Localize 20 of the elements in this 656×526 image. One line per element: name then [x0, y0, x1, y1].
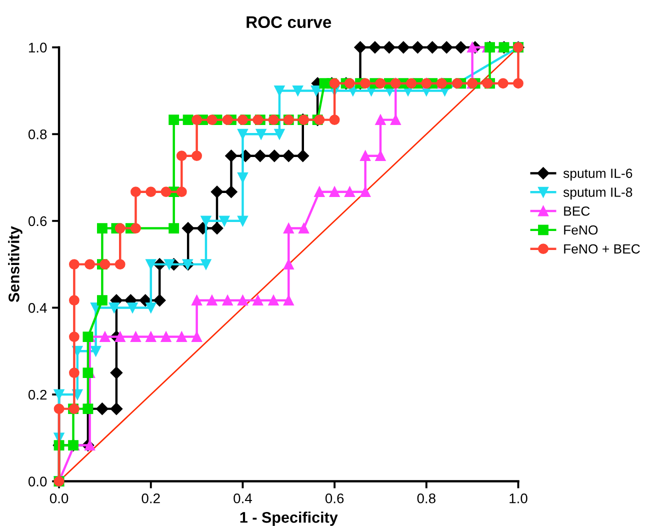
x-tick-label: 0.2 — [142, 493, 160, 504]
y-axis-title: Sensitivity — [8, 226, 22, 302]
x-tick-label: 0.4 — [234, 493, 252, 504]
x-tick-label: 0.0 — [50, 493, 68, 504]
legend-label: sputum IL-8 — [563, 188, 632, 200]
y-tick-label: 0.8 — [28, 129, 47, 140]
legend-label: FeNO + BEC — [564, 244, 640, 254]
y-tick-label: 0.2 — [28, 390, 47, 400]
y-tick-label: 0.4 — [28, 303, 47, 313]
x-tick-label: 1.0 — [510, 493, 528, 504]
chart-title: ROC curve — [246, 16, 332, 28]
y-tick-label: 0.6 — [28, 216, 47, 226]
legend-label: BEC — [564, 206, 590, 216]
y-tick-label: 0.0 — [28, 476, 47, 486]
legend-label: FeNO — [564, 225, 598, 235]
y-tick-label: 1.0 — [28, 42, 47, 53]
x-axis-title: 1 - Specificity — [240, 512, 338, 526]
x-tick-label: 0.6 — [325, 493, 344, 504]
legend-label: sputum IL-6 — [563, 168, 632, 181]
x-tick-label: 0.8 — [417, 493, 436, 504]
